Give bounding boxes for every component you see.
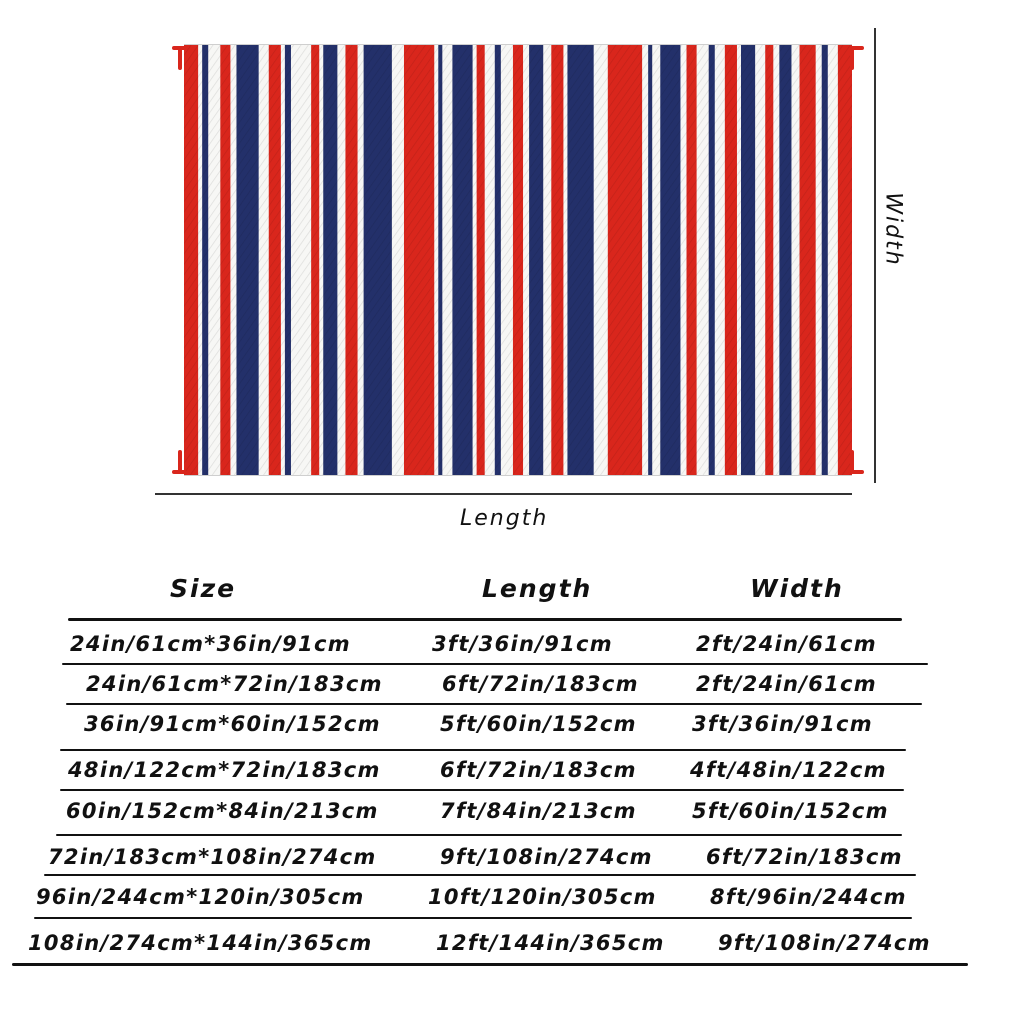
rug-strap-bottom-right-drop xyxy=(850,450,854,472)
row-1-width: 2ft/24in/61cm xyxy=(696,672,877,696)
row-1-size: 24in/61cm*72in/183cm xyxy=(86,672,383,696)
row-4-rule xyxy=(56,834,902,836)
rug-strap-top-right-drop xyxy=(850,48,854,70)
striped-rug-diagram xyxy=(168,36,868,486)
rug-strap-bottom-left xyxy=(172,470,186,474)
row-2-width: 3ft/36in/91cm xyxy=(692,712,873,736)
row-5-rule xyxy=(44,874,916,876)
row-0-size: 24in/61cm*36in/91cm xyxy=(70,632,351,656)
row-7-size: 108in/274cm*144in/365cm xyxy=(28,931,373,955)
header-size: Size xyxy=(170,574,237,603)
row-0-rule xyxy=(62,663,928,665)
rug-strap-bottom-right xyxy=(850,470,864,474)
rug-strap-top-left-drop xyxy=(178,48,182,70)
header-length: Length xyxy=(482,574,593,603)
row-3-size: 48in/122cm*72in/183cm xyxy=(68,758,381,782)
row-3-rule xyxy=(60,789,904,791)
row-5-width: 6ft/72in/183cm xyxy=(706,845,903,869)
header-width: Width xyxy=(750,574,844,603)
row-4-size: 60in/152cm*84in/213cm xyxy=(66,799,379,823)
width-label: Width xyxy=(880,192,906,267)
length-label: Length xyxy=(460,506,549,531)
row-4-length: 7ft/84in/213cm xyxy=(440,799,637,823)
row-1-rule xyxy=(66,703,922,705)
row-6-length: 10ft/120in/305cm xyxy=(428,885,657,909)
row-7-width: 9ft/108in/274cm xyxy=(718,931,931,955)
row-2-length: 5ft/60in/152cm xyxy=(440,712,637,736)
row-2-rule xyxy=(60,749,906,751)
row-2-size: 36in/91cm*60in/152cm xyxy=(84,712,381,736)
row-3-width: 4ft/48in/122cm xyxy=(690,758,887,782)
rug-strap-top-right xyxy=(850,46,864,50)
row-5-size: 72in/183cm*108in/274cm xyxy=(48,845,377,869)
row-6-size: 96in/244cm*120in/305cm xyxy=(36,885,365,909)
length-dimension-line xyxy=(155,493,852,495)
row-0-length: 3ft/36in/91cm xyxy=(432,632,613,656)
row-6-width: 8ft/96in/244cm xyxy=(710,885,907,909)
row-4-width: 5ft/60in/152cm xyxy=(692,799,889,823)
row-6-rule xyxy=(34,917,912,919)
row-7-rule xyxy=(12,963,968,966)
rug-image xyxy=(184,44,852,476)
row-0-width: 2ft/24in/61cm xyxy=(696,632,877,656)
row-7-length: 12ft/144in/365cm xyxy=(436,931,665,955)
header-rule xyxy=(68,618,902,621)
row-5-length: 9ft/108in/274cm xyxy=(440,845,653,869)
row-1-length: 6ft/72in/183cm xyxy=(442,672,639,696)
rug-stripes xyxy=(184,44,852,476)
rug-strap-bottom-left-drop xyxy=(178,450,182,472)
size-table: Size Length Width 24in/61cm*36in/91cm 3f… xyxy=(0,560,1024,1000)
width-dimension-line xyxy=(874,28,876,483)
row-3-length: 6ft/72in/183cm xyxy=(440,758,637,782)
